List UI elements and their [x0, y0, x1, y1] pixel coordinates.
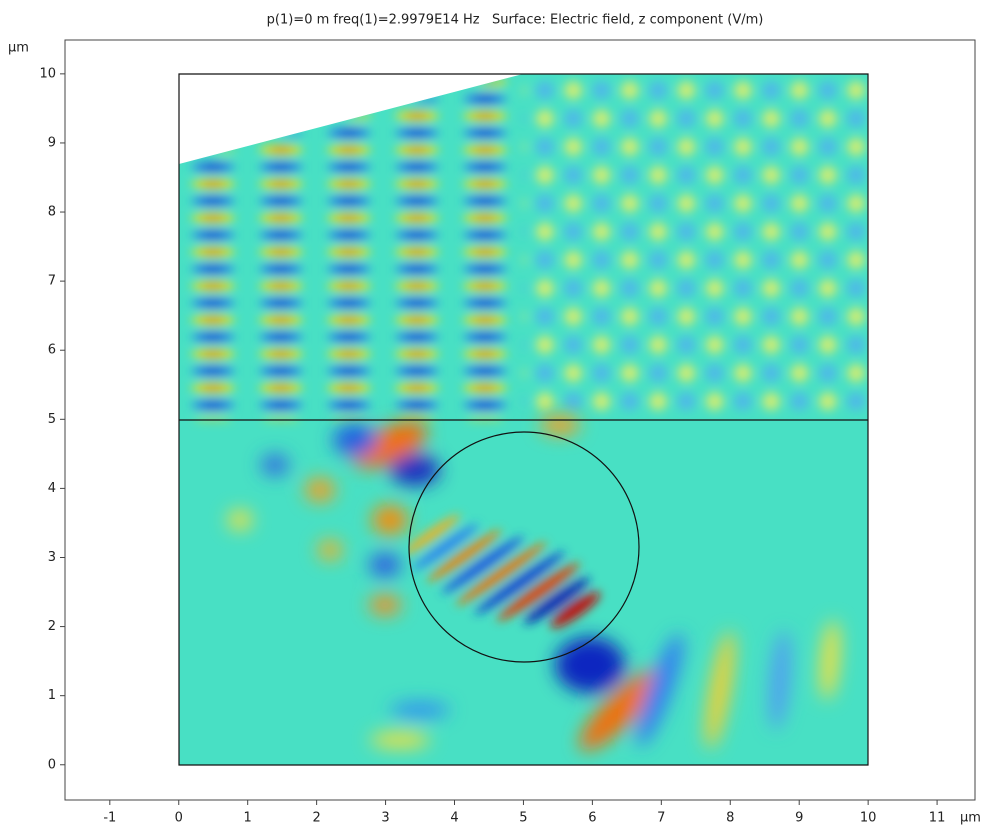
- y-tick-label: 10: [39, 66, 56, 81]
- x-tick-label: 4: [450, 811, 458, 826]
- x-unit: µm: [960, 811, 981, 826]
- geometry: [178, 73, 869, 766]
- x-tick-label: 6: [588, 811, 596, 826]
- x-tick-label: 5: [519, 811, 527, 826]
- x-tick-label: 3: [381, 811, 389, 826]
- y-tick-label: 3: [48, 550, 56, 565]
- x-tick-label: 1: [244, 811, 252, 826]
- x-tick-label: 7: [657, 811, 665, 826]
- x-tick-label: 10: [860, 811, 877, 826]
- y-tick-label: 8: [48, 205, 56, 220]
- y-tick-label: 7: [48, 274, 56, 289]
- y-tick-label: 4: [48, 481, 56, 496]
- y-tick-label: 1: [48, 688, 56, 703]
- y-tick-label: 6: [48, 343, 56, 358]
- y-tick-label: 5: [48, 412, 56, 427]
- x-tick-label: 11: [929, 811, 946, 826]
- x-tick-label: 0: [175, 811, 183, 826]
- x-tick-label: -1: [103, 811, 116, 826]
- y-tick-label: 9: [48, 135, 56, 150]
- chart-title: p(1)=0 m freq(1)=2.9979E14 Hz Surface: E…: [267, 13, 764, 28]
- x-tick-label: 9: [795, 811, 803, 826]
- x-tick-label: 2: [312, 811, 320, 826]
- field-surface: [179, 74, 868, 765]
- y-unit: µm: [8, 41, 29, 56]
- y-tick-label: 2: [48, 619, 56, 634]
- y-tick-label: 0: [48, 757, 56, 772]
- x-tick-label: 8: [726, 811, 734, 826]
